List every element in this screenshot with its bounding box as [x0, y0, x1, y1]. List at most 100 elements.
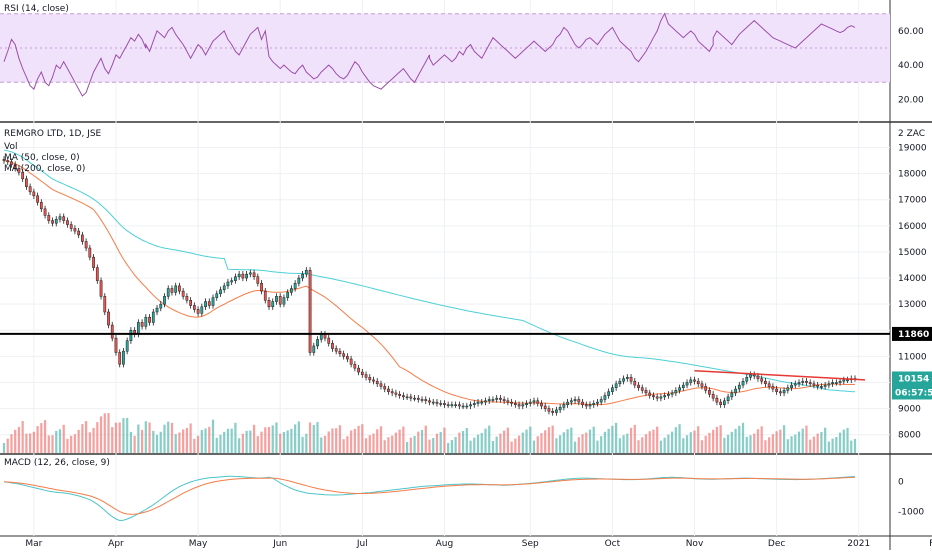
volume-bar — [506, 427, 510, 453]
candle-body — [484, 400, 487, 403]
volume-bar — [368, 435, 371, 453]
candle-body — [234, 276, 237, 281]
volume-bar — [532, 440, 536, 453]
volume-bar — [708, 432, 711, 453]
volume-bar — [282, 432, 286, 453]
candle-body — [204, 301, 207, 308]
volume-bar — [312, 425, 315, 453]
candle-body — [532, 400, 536, 403]
volume-bar — [461, 431, 465, 453]
volume-bar — [256, 436, 259, 453]
volume-bar — [167, 421, 170, 453]
candle-body — [588, 404, 592, 407]
candle-body — [655, 396, 659, 399]
candle-body — [808, 382, 812, 385]
volume-bar — [853, 438, 857, 453]
candle-body — [469, 404, 472, 407]
candle-body — [558, 407, 562, 411]
volume-bar — [327, 431, 330, 453]
candle-body — [151, 311, 155, 323]
candle-body — [47, 215, 51, 221]
volume-bar — [267, 427, 271, 453]
volume-bar — [219, 434, 222, 453]
signal-line — [3, 476, 856, 515]
x-tick-label: Oct — [605, 539, 621, 549]
candle-body — [136, 322, 140, 335]
candle-body — [103, 296, 107, 313]
candle-body — [700, 383, 704, 387]
volume-bar — [592, 426, 595, 453]
candle-body — [364, 374, 368, 378]
volume-bar — [764, 440, 767, 453]
volume-bar — [301, 436, 304, 453]
rsi-tick-label: 60.00 — [898, 27, 924, 37]
ma200-label: MA (200, close, 0) — [4, 164, 86, 174]
volume-bar — [245, 430, 248, 453]
volume-bar — [555, 438, 558, 453]
candle-body — [368, 377, 372, 381]
volume-bar — [831, 438, 834, 453]
volume-bar — [346, 436, 349, 453]
ma50-line — [3, 160, 856, 406]
volume-bar — [749, 435, 752, 453]
candle-body — [625, 377, 629, 379]
candle-body — [648, 392, 652, 396]
volume-bar — [682, 438, 685, 453]
volume-bar — [637, 440, 640, 453]
volume-bar — [443, 427, 446, 453]
volume-bar — [801, 428, 804, 453]
volume-bar — [551, 425, 554, 453]
candle-body — [304, 269, 308, 275]
candle-body — [192, 305, 196, 310]
candle-body — [282, 297, 286, 305]
candle-body — [812, 383, 816, 386]
volume-bar — [308, 422, 312, 453]
y-tick-label: 8000 — [898, 431, 921, 441]
y-tick-label: 14000 — [898, 274, 927, 284]
candle-body — [293, 283, 297, 289]
candle-body — [219, 289, 222, 294]
y-tick-label: 18000 — [898, 170, 927, 180]
volume-bar — [364, 438, 368, 453]
candle-body — [439, 403, 443, 405]
volume-bar — [476, 434, 480, 453]
candle-body — [842, 379, 846, 382]
volume-bar — [428, 439, 431, 453]
volume-bar — [670, 431, 674, 453]
candle-body — [241, 273, 245, 279]
candle-body — [122, 350, 125, 365]
last-price-badge — [892, 371, 932, 386]
candle-body — [252, 272, 256, 278]
volume-bar — [734, 428, 737, 453]
candle-body — [148, 316, 151, 323]
volume-label: Vol — [4, 142, 18, 152]
macd-tick-label: -1000 — [898, 507, 924, 517]
candle-body — [704, 386, 708, 391]
volume-bar — [163, 424, 166, 453]
candle-body — [566, 401, 569, 405]
volume-bar — [413, 436, 416, 453]
macd-pane — [3, 475, 856, 522]
candle-body — [349, 358, 353, 365]
candle-body — [114, 337, 118, 353]
price-pane[interactable] — [0, 149, 890, 416]
volume-bar — [320, 437, 323, 453]
volume-bar — [697, 426, 700, 453]
candle-body — [237, 273, 241, 277]
rsi-pane — [0, 12, 890, 97]
candle-body — [715, 397, 719, 403]
volume-bar — [211, 419, 215, 453]
volume-bar — [349, 430, 353, 453]
candle-body — [144, 316, 148, 327]
candle-body — [196, 309, 200, 314]
volume-bar — [159, 431, 162, 453]
candle-body — [764, 380, 767, 385]
candle-body — [170, 288, 174, 293]
candle-body — [741, 380, 745, 386]
candle-body — [159, 303, 163, 309]
candle-body — [711, 394, 715, 399]
candle-body — [230, 280, 234, 283]
candle-body — [562, 404, 566, 408]
candle-body — [327, 337, 331, 344]
